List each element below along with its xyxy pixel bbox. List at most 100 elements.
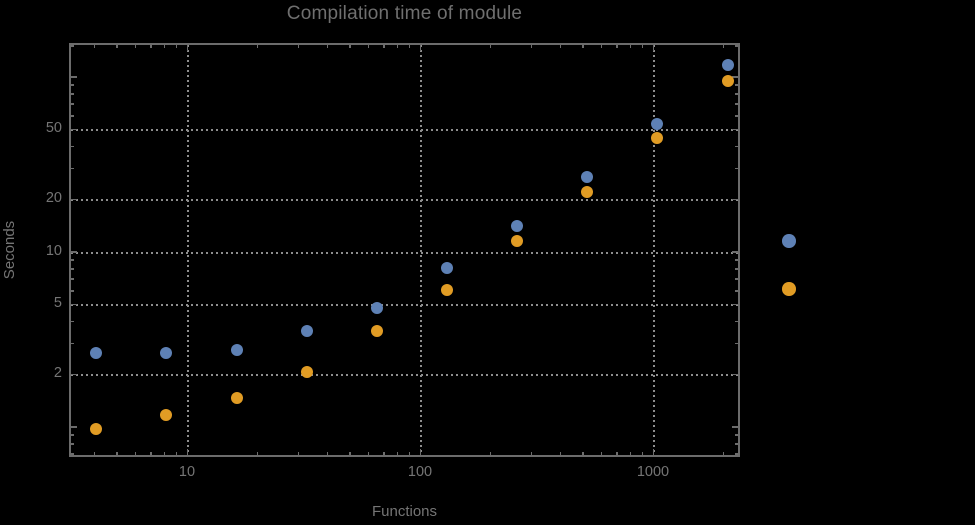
y-tick xyxy=(71,45,74,47)
gridline-y-5 xyxy=(71,304,738,307)
x-tick xyxy=(175,45,178,48)
x-tick xyxy=(396,452,399,455)
x-tick xyxy=(616,45,618,48)
x-tick xyxy=(367,452,370,455)
y-tick xyxy=(71,128,77,131)
x-tick-label-10: 10 xyxy=(178,464,196,480)
plot-area xyxy=(69,43,740,457)
x-tick xyxy=(559,452,562,455)
y-tick xyxy=(732,198,738,201)
y-tick xyxy=(732,426,738,428)
y-tick-label-2: 2 xyxy=(53,365,62,382)
x-tick xyxy=(629,45,632,48)
y-tick xyxy=(735,259,738,261)
x-tick xyxy=(582,45,584,48)
data-point-series-2-orange xyxy=(230,391,243,404)
y-tick xyxy=(735,278,738,280)
x-tick xyxy=(93,45,96,48)
x-tick xyxy=(297,45,300,48)
data-point-series-2-orange xyxy=(581,186,594,199)
data-point-series-1-blue xyxy=(90,347,103,360)
gridline-y-2 xyxy=(71,374,738,377)
x-tick xyxy=(383,452,385,455)
legend-series-1-marker xyxy=(782,234,796,248)
x-tick xyxy=(134,452,137,455)
x-tick xyxy=(116,45,118,48)
y-tick xyxy=(71,259,74,261)
y-tick xyxy=(71,303,77,306)
x-tick xyxy=(641,45,644,48)
data-point-series-1-blue xyxy=(440,261,453,274)
data-point-series-2-orange xyxy=(370,325,383,338)
x-tick xyxy=(652,449,654,455)
y-tick xyxy=(735,434,738,436)
gridline-y-10 xyxy=(71,251,738,254)
x-tick xyxy=(408,45,411,48)
x-tick xyxy=(175,452,178,455)
x-tick xyxy=(396,45,399,48)
y-tick xyxy=(732,303,738,306)
x-tick xyxy=(616,452,618,455)
y-tick xyxy=(735,290,738,292)
y-tick xyxy=(71,268,74,270)
x-tick xyxy=(93,452,96,455)
gridline-y-20 xyxy=(71,199,738,202)
y-tick xyxy=(71,103,74,105)
chart-title: Compilation time of module xyxy=(286,3,523,24)
y-axis-label: Seconds xyxy=(1,220,18,280)
y-tick xyxy=(735,453,738,455)
y-tick xyxy=(732,373,738,376)
data-point-series-2-orange xyxy=(651,131,664,144)
y-tick xyxy=(71,145,74,148)
y-tick xyxy=(71,320,74,323)
x-tick xyxy=(489,45,492,48)
x-tick xyxy=(489,452,492,455)
x-tick xyxy=(186,449,188,455)
x-tick xyxy=(326,45,329,48)
legend-series-2-marker xyxy=(782,282,796,296)
x-tick xyxy=(419,449,421,455)
x-tick xyxy=(349,45,351,48)
y-tick xyxy=(71,167,74,170)
x-tick xyxy=(419,45,421,51)
x-tick xyxy=(600,45,603,48)
y-tick xyxy=(735,342,738,345)
y-tick xyxy=(71,453,74,455)
x-tick xyxy=(256,45,259,48)
y-tick xyxy=(735,84,738,86)
y-tick xyxy=(71,93,74,95)
data-point-series-1-blue xyxy=(511,219,524,232)
y-tick xyxy=(71,278,74,280)
data-point-series-2-orange xyxy=(721,75,734,87)
x-tick xyxy=(722,452,725,455)
x-tick xyxy=(722,45,725,48)
y-tick xyxy=(71,426,77,428)
y-tick xyxy=(71,76,77,78)
x-tick xyxy=(367,45,370,48)
x-tick xyxy=(383,45,385,48)
y-tick xyxy=(735,103,738,105)
x-tick xyxy=(530,45,533,48)
y-tick xyxy=(71,84,74,86)
y-tick xyxy=(71,373,77,376)
x-tick xyxy=(408,452,411,455)
y-tick-label-50: 50 xyxy=(45,120,62,137)
y-tick-label-10: 10 xyxy=(45,242,62,259)
data-point-series-2-orange xyxy=(440,284,453,297)
data-point-series-2-orange xyxy=(300,366,313,379)
data-point-series-2-orange xyxy=(90,422,103,435)
x-tick xyxy=(600,452,603,455)
data-point-series-1-blue xyxy=(230,344,243,357)
x-tick xyxy=(134,45,137,48)
y-tick xyxy=(735,45,738,47)
data-point-series-2-orange xyxy=(160,408,173,421)
y-tick xyxy=(735,443,738,445)
x-tick xyxy=(163,452,166,455)
y-tick xyxy=(71,342,74,345)
x-tick xyxy=(116,452,118,455)
x-tick xyxy=(326,452,329,455)
y-tick xyxy=(735,268,738,270)
x-tick xyxy=(297,452,300,455)
y-tick xyxy=(71,290,74,292)
